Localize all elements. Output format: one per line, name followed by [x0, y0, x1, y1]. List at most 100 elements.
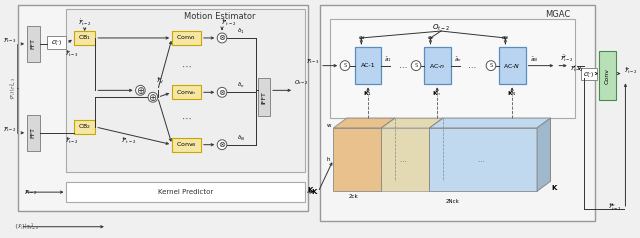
- Text: $\oplus$: $\oplus$: [136, 85, 145, 96]
- Text: $\bar{\mathcal{F}}^f_{t-2}$: $\bar{\mathcal{F}}^f_{t-2}$: [560, 53, 574, 64]
- Bar: [47, 36, 67, 49]
- Text: $\mathbf{K}$: $\mathbf{K}$: [552, 183, 559, 192]
- Circle shape: [136, 85, 145, 95]
- Polygon shape: [381, 118, 443, 128]
- Text: $o_n$: $o_n$: [427, 34, 434, 42]
- Text: AC-$N$: AC-$N$: [504, 62, 521, 70]
- Text: Kernel Predictor: Kernel Predictor: [158, 189, 213, 195]
- Polygon shape: [429, 128, 537, 191]
- Text: $\cdots$: $\cdots$: [467, 61, 476, 70]
- Text: Conv$_n$: Conv$_n$: [176, 88, 196, 97]
- Text: CB$_1$: CB$_1$: [78, 34, 92, 42]
- Circle shape: [486, 61, 496, 71]
- Text: $\otimes$: $\otimes$: [218, 88, 226, 97]
- Text: $\mathcal{F}_{t-2}$: $\mathcal{F}_{t-2}$: [3, 125, 17, 134]
- Circle shape: [340, 61, 350, 71]
- Text: $\cdots$: $\cdots$: [181, 113, 192, 123]
- Bar: [172, 31, 201, 45]
- Text: $\hat{o}_n$: $\hat{o}_n$: [237, 81, 245, 90]
- Bar: [74, 120, 95, 134]
- Text: Motion Estimator: Motion Estimator: [184, 12, 256, 21]
- Bar: [172, 138, 201, 152]
- Text: 2Nck: 2Nck: [445, 198, 460, 203]
- Text: AC-$n$: AC-$n$: [429, 62, 445, 70]
- Text: $\mathbf{K}$: $\mathbf{K}$: [307, 185, 314, 194]
- Bar: [424, 47, 451, 84]
- Text: $\mathcal{C}(\cdot)$: $\mathcal{C}(\cdot)$: [51, 38, 63, 47]
- Text: S: S: [490, 63, 493, 68]
- Text: $\hat{o}_1$: $\hat{o}_1$: [237, 26, 245, 36]
- Circle shape: [217, 33, 227, 43]
- Text: $o_N$: $o_N$: [501, 34, 509, 42]
- Text: Conv$_N$: Conv$_N$: [176, 140, 197, 149]
- Bar: [67, 182, 305, 202]
- Text: w: w: [327, 124, 332, 129]
- Bar: [67, 9, 305, 172]
- Text: $\mathbf{K}_N$: $\mathbf{K}_N$: [507, 89, 517, 98]
- Text: IFFT: IFFT: [261, 91, 266, 104]
- Text: Conv$_1$: Conv$_1$: [177, 34, 196, 42]
- Text: $\mathcal{F}_{t-3}$: $\mathcal{F}_{t-3}$: [306, 57, 320, 66]
- Bar: [499, 47, 525, 84]
- Polygon shape: [333, 118, 395, 128]
- Text: $\dot{\mathcal{F}}_{t-2}$: $\dot{\mathcal{F}}_{t-2}$: [77, 18, 92, 28]
- Bar: [320, 5, 595, 221]
- Bar: [74, 31, 95, 45]
- Text: $\bar{a}_N$: $\bar{a}_N$: [530, 55, 538, 64]
- Text: 2ck: 2ck: [349, 193, 358, 198]
- Text: FFT: FFT: [31, 38, 36, 50]
- Bar: [172, 85, 201, 99]
- Text: $\hat{\mathcal{F}}'_{t-2}$: $\hat{\mathcal{F}}'_{t-2}$: [221, 18, 236, 28]
- Text: $\mathbf{K}_1$: $\mathbf{K}_1$: [364, 89, 372, 98]
- Bar: [19, 5, 308, 211]
- Text: $\otimes$: $\otimes$: [218, 140, 226, 149]
- Bar: [257, 79, 270, 116]
- Text: $\mathcal{C}(\cdot)$: $\mathcal{C}(\cdot)$: [583, 69, 595, 79]
- Polygon shape: [537, 118, 550, 191]
- Text: $\cdots$: $\cdots$: [477, 157, 486, 163]
- Text: $O_{t-2}$: $O_{t-2}$: [432, 23, 450, 33]
- Text: $\hat{\mathcal{F}}'_{t-2}$: $\hat{\mathcal{F}}'_{t-2}$: [121, 135, 136, 146]
- Text: $\cdots$: $\cdots$: [181, 61, 192, 71]
- Text: S: S: [343, 63, 347, 68]
- Circle shape: [217, 87, 227, 97]
- Circle shape: [148, 92, 157, 102]
- Text: $\bar{a}_n$: $\bar{a}_n$: [454, 55, 461, 64]
- Text: AC-1: AC-1: [361, 63, 375, 68]
- Bar: [27, 115, 40, 151]
- Text: $\mathcal{F}_{t-3}$: $\mathcal{F}_{t-3}$: [3, 36, 17, 45]
- Bar: [27, 26, 40, 62]
- Circle shape: [217, 140, 227, 150]
- Text: Conv: Conv: [605, 68, 610, 84]
- Text: CB$_2$: CB$_2$: [78, 123, 92, 131]
- Text: $\oplus$: $\oplus$: [148, 92, 157, 103]
- Text: $\cdots$: $\cdots$: [399, 157, 406, 163]
- Text: MGAC: MGAC: [545, 10, 571, 19]
- Bar: [581, 68, 596, 80]
- Polygon shape: [381, 128, 429, 191]
- Text: S: S: [414, 63, 418, 68]
- Text: $\{\mathcal{F}_i\}_{i=t-3}^{t-2}$: $\{\mathcal{F}_i\}_{i=t-3}^{t-2}$: [8, 77, 19, 100]
- Bar: [598, 51, 616, 100]
- Text: h: h: [326, 157, 330, 162]
- Text: $\mathcal{F}^f_{t-2}$: $\mathcal{F}^f_{t-2}$: [570, 63, 584, 74]
- Text: $\hat{\mathcal{F}}_{t-2}$: $\hat{\mathcal{F}}_{t-2}$: [65, 135, 79, 146]
- Text: $\otimes$: $\otimes$: [218, 34, 226, 42]
- Text: $\mathcal{F}_{t-2}$: $\mathcal{F}_{t-2}$: [24, 188, 38, 197]
- Text: $\{\mathcal{F}_i\}_{i=t-2}^{t-1}$: $\{\mathcal{F}_i\}_{i=t-2}^{t-1}$: [13, 221, 38, 232]
- Text: $\hat{o}_N$: $\hat{o}_N$: [237, 133, 246, 143]
- Text: $\cdots$: $\cdots$: [398, 61, 407, 70]
- Text: $\hat{\mathcal{F}}_{t-2}$: $\hat{\mathcal{F}}_{t-2}$: [625, 65, 639, 76]
- Text: $O_{t-2}$: $O_{t-2}$: [294, 78, 308, 87]
- Circle shape: [412, 61, 421, 71]
- Polygon shape: [429, 118, 550, 128]
- Bar: [355, 47, 381, 84]
- Polygon shape: [333, 128, 381, 191]
- Text: $\hat{\mathcal{F}}_{t-3}$: $\hat{\mathcal{F}}_{t-3}$: [65, 49, 79, 59]
- Text: FFT: FFT: [31, 127, 36, 138]
- Text: $\mathbf{K}$: $\mathbf{K}$: [310, 187, 318, 196]
- Text: $\mathbf{K}_n$: $\mathbf{K}_n$: [433, 89, 442, 98]
- Text: $\hat{\mathcal{F}}_d$: $\hat{\mathcal{F}}_d$: [156, 75, 164, 86]
- Bar: [330, 19, 575, 118]
- Text: $o_1$: $o_1$: [358, 34, 365, 42]
